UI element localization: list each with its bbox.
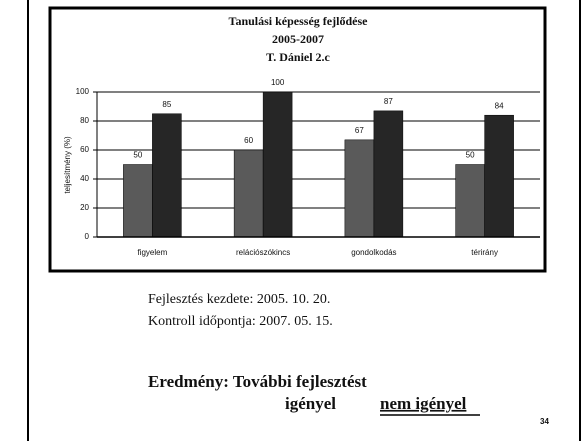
x-tick-label: figyelem [137,248,167,257]
y-tick-label: 0 [85,232,90,241]
chart-title: T. Dániel 2.c [266,50,330,64]
data-label: 50 [133,151,142,160]
x-tick-label: térirány [471,248,498,257]
x-tick-label: relációszókincs [236,248,290,257]
bar [262,91,293,238]
y-tick-label: 60 [80,145,89,154]
bar [233,149,264,238]
bar [152,113,182,238]
option-selected: nem igényel [380,394,467,413]
y-tick-label: 100 [76,87,90,96]
data-label: 60 [244,136,253,145]
bar [484,114,514,238]
bar [123,164,153,238]
text-line: Fejlesztés kezdete: 2005. 10. 20. [148,292,330,307]
bar [455,164,485,238]
result-heading: Eredmény: További fejlesztést [148,372,367,391]
chart-title: Tanulási képesség fejlődése [229,14,369,28]
x-tick-label: gondolkodás [351,248,396,257]
option: igényel [285,394,336,413]
y-axis-label: teljesítmény (%) [63,136,72,194]
text-line: Kontroll időpontja: 2007. 05. 15. [148,314,333,329]
page-number: 34 [540,417,549,426]
data-label: 84 [495,101,504,110]
y-tick-label: 20 [80,203,89,212]
bar [373,110,404,238]
data-label: 67 [355,126,364,135]
data-label: 100 [271,78,285,87]
data-label: 85 [162,100,171,109]
y-tick-label: 80 [80,116,89,125]
chart-title: 2005-2007 [272,32,324,46]
data-label: 87 [384,97,393,106]
y-tick-label: 40 [80,174,89,183]
bar [344,139,375,238]
data-label: 50 [466,151,475,160]
